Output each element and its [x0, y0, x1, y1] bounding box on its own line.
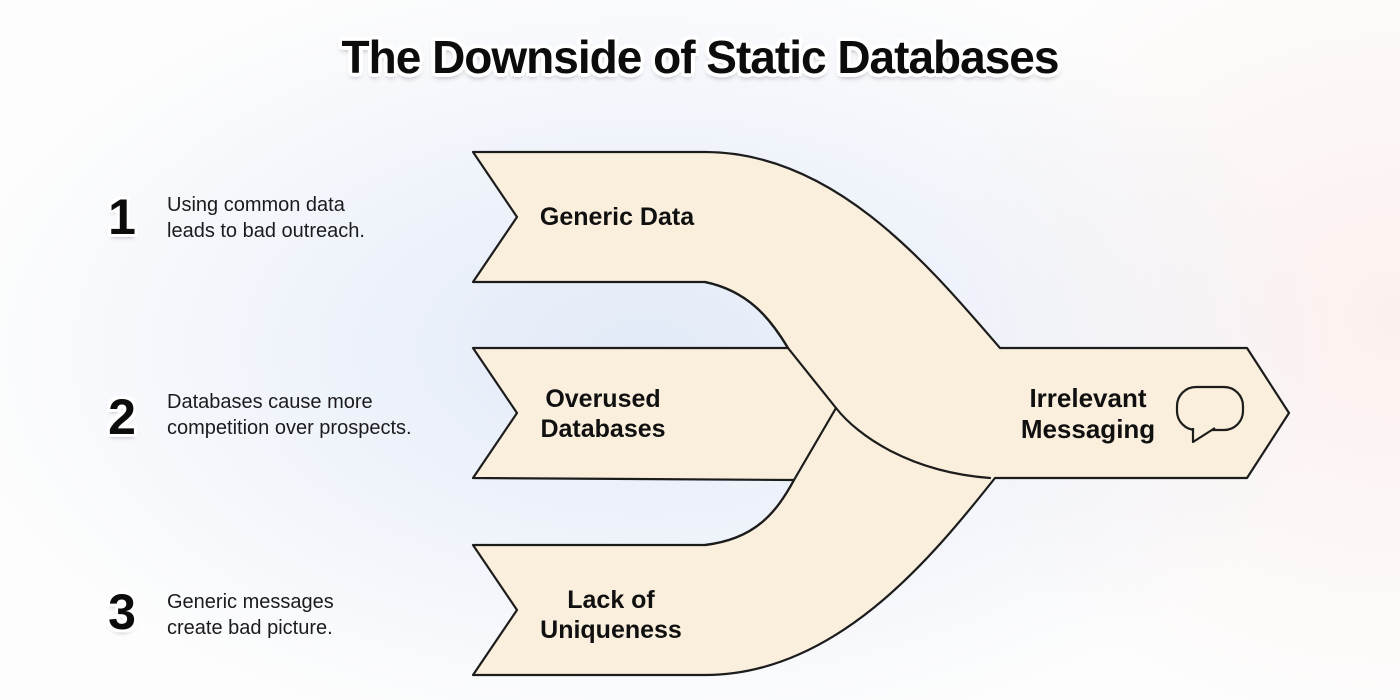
result-label-irrelevant-messaging: Irrelevant Messaging [943, 383, 1233, 445]
band-1-line-1: Generic Data [539, 203, 695, 231]
step-3-line-1: Generic messages [167, 591, 334, 613]
step-2-number: 2 [108, 389, 136, 445]
step-1-line-1: Using common data [167, 194, 345, 216]
band-2-line-2: Databases [540, 415, 666, 443]
band-3-line-2: Uniqueness [540, 616, 682, 644]
step-3-description: Generic messages create bad picture. [167, 589, 467, 641]
step-1-line-2: leads to bad outreach. [167, 220, 365, 242]
step-3-line-2: create bad picture. [167, 617, 333, 639]
step-1-number: 1 [108, 189, 136, 245]
step-2-description: Databases cause more competition over pr… [167, 389, 467, 441]
result-line-2: Messaging [1020, 414, 1156, 444]
band-2-line-1: Overused [545, 385, 661, 413]
result-line-1: Irrelevant [1029, 383, 1147, 413]
band-3-line-1: Lack of [567, 586, 655, 614]
step-2-line-2: competition over prospects. [167, 417, 412, 439]
bottom-band-inner-edge [703, 406, 838, 547]
band-label-lack-of-uniqueness: Lack of Uniqueness [466, 585, 756, 645]
step-3-number: 3 [108, 584, 136, 640]
page-title: The Downside of Static Databases [341, 31, 1060, 83]
step-1-description: Using common data leads to bad outreach. [167, 192, 467, 244]
step-2-line-1: Databases cause more [167, 391, 373, 413]
band-label-generic-data: Generic Data [472, 203, 762, 231]
band-label-overused-databases: Overused Databases [458, 384, 748, 444]
speech-bubble-icon [1175, 385, 1245, 444]
